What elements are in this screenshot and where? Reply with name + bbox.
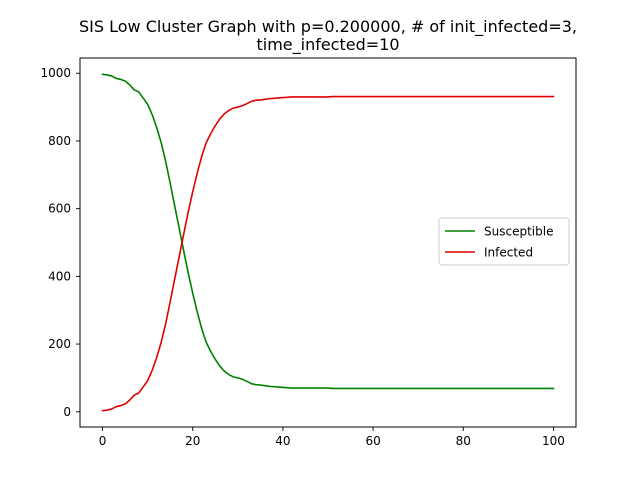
y-tick-label: 800	[48, 134, 71, 148]
chart-title: SIS Low Cluster Graph with p=0.200000, #…	[79, 17, 577, 55]
chart-title-line-1: SIS Low Cluster Graph with p=0.200000, #…	[79, 17, 577, 37]
y-tick-label: 600	[48, 202, 71, 216]
legend-label-susceptible: Susceptible	[484, 225, 553, 239]
series-line-infected	[101, 95, 555, 412]
series-line-susceptible	[101, 73, 555, 390]
y-axis: 0 200 400 600 800 1000	[40, 66, 80, 419]
x-tick-label: 100	[542, 434, 565, 448]
x-tick-label: 40	[275, 434, 290, 448]
legend-box	[438, 217, 570, 266]
chart-title-line-2: time_infected=10	[256, 35, 399, 55]
y-tick-label: 400	[48, 269, 71, 283]
x-tick-label: 0	[99, 434, 107, 448]
y-tick-label: 200	[48, 337, 71, 351]
y-tick-label: 0	[63, 405, 71, 419]
y-tick-label: 1000	[40, 66, 71, 80]
plot-frame	[79, 57, 577, 428]
legend: Susceptible Infected	[438, 217, 570, 266]
x-tick-label: 80	[456, 434, 471, 448]
x-tick-label: 60	[365, 434, 380, 448]
x-tick-label: 20	[185, 434, 200, 448]
legend-label-infected: Infected	[484, 246, 533, 260]
x-axis: 0 20 40 60 80 100	[99, 427, 565, 448]
series-layer	[101, 73, 555, 412]
